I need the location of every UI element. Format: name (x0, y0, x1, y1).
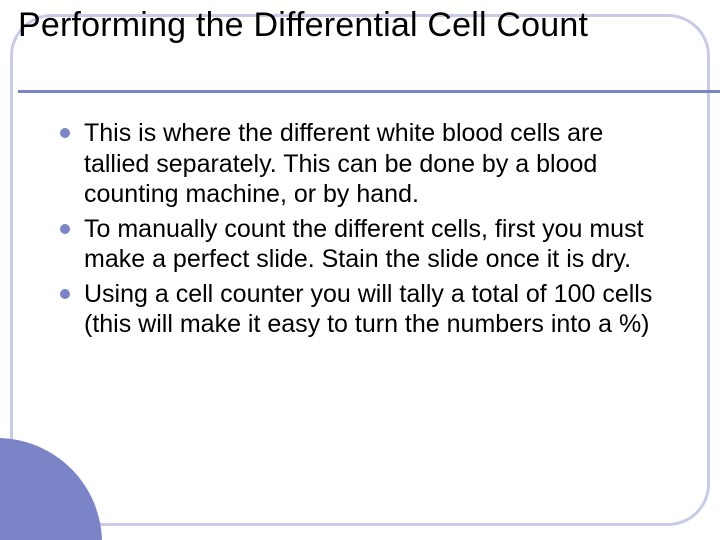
accent-circle (0, 438, 102, 540)
list-item: To manually count the different cells, f… (60, 214, 672, 275)
slide: Performing the Differential Cell Count T… (0, 0, 720, 540)
bullet-text: Using a cell counter you will tally a to… (84, 279, 672, 340)
list-item: Using a cell counter you will tally a to… (60, 279, 672, 340)
bullet-list: This is where the different white blood … (60, 118, 672, 344)
list-item: This is where the different white blood … (60, 118, 672, 210)
bullet-text: To manually count the different cells, f… (84, 214, 672, 275)
title-block: Performing the Differential Cell Count (18, 6, 690, 44)
bullet-icon (60, 224, 70, 234)
bullet-icon (60, 128, 70, 138)
bullet-icon (60, 289, 70, 299)
slide-title: Performing the Differential Cell Count (18, 6, 690, 44)
bullet-text: This is where the different white blood … (84, 118, 672, 210)
title-underline (18, 90, 720, 93)
